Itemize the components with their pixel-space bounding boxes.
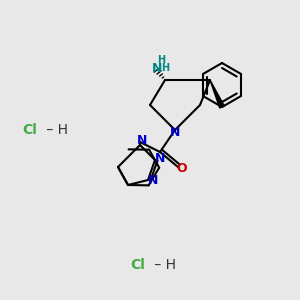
Text: O: O: [177, 163, 187, 176]
Text: – H: – H: [150, 258, 176, 272]
Text: H: H: [161, 63, 169, 73]
Text: Cl: Cl: [22, 123, 37, 137]
Text: H: H: [157, 55, 165, 65]
Text: N: N: [170, 127, 180, 140]
Text: – H: – H: [42, 123, 68, 137]
Text: Cl: Cl: [130, 258, 145, 272]
Polygon shape: [210, 80, 224, 108]
Text: N: N: [152, 61, 162, 74]
Text: N: N: [148, 175, 158, 188]
Text: N: N: [137, 134, 147, 148]
Text: N: N: [155, 152, 165, 166]
